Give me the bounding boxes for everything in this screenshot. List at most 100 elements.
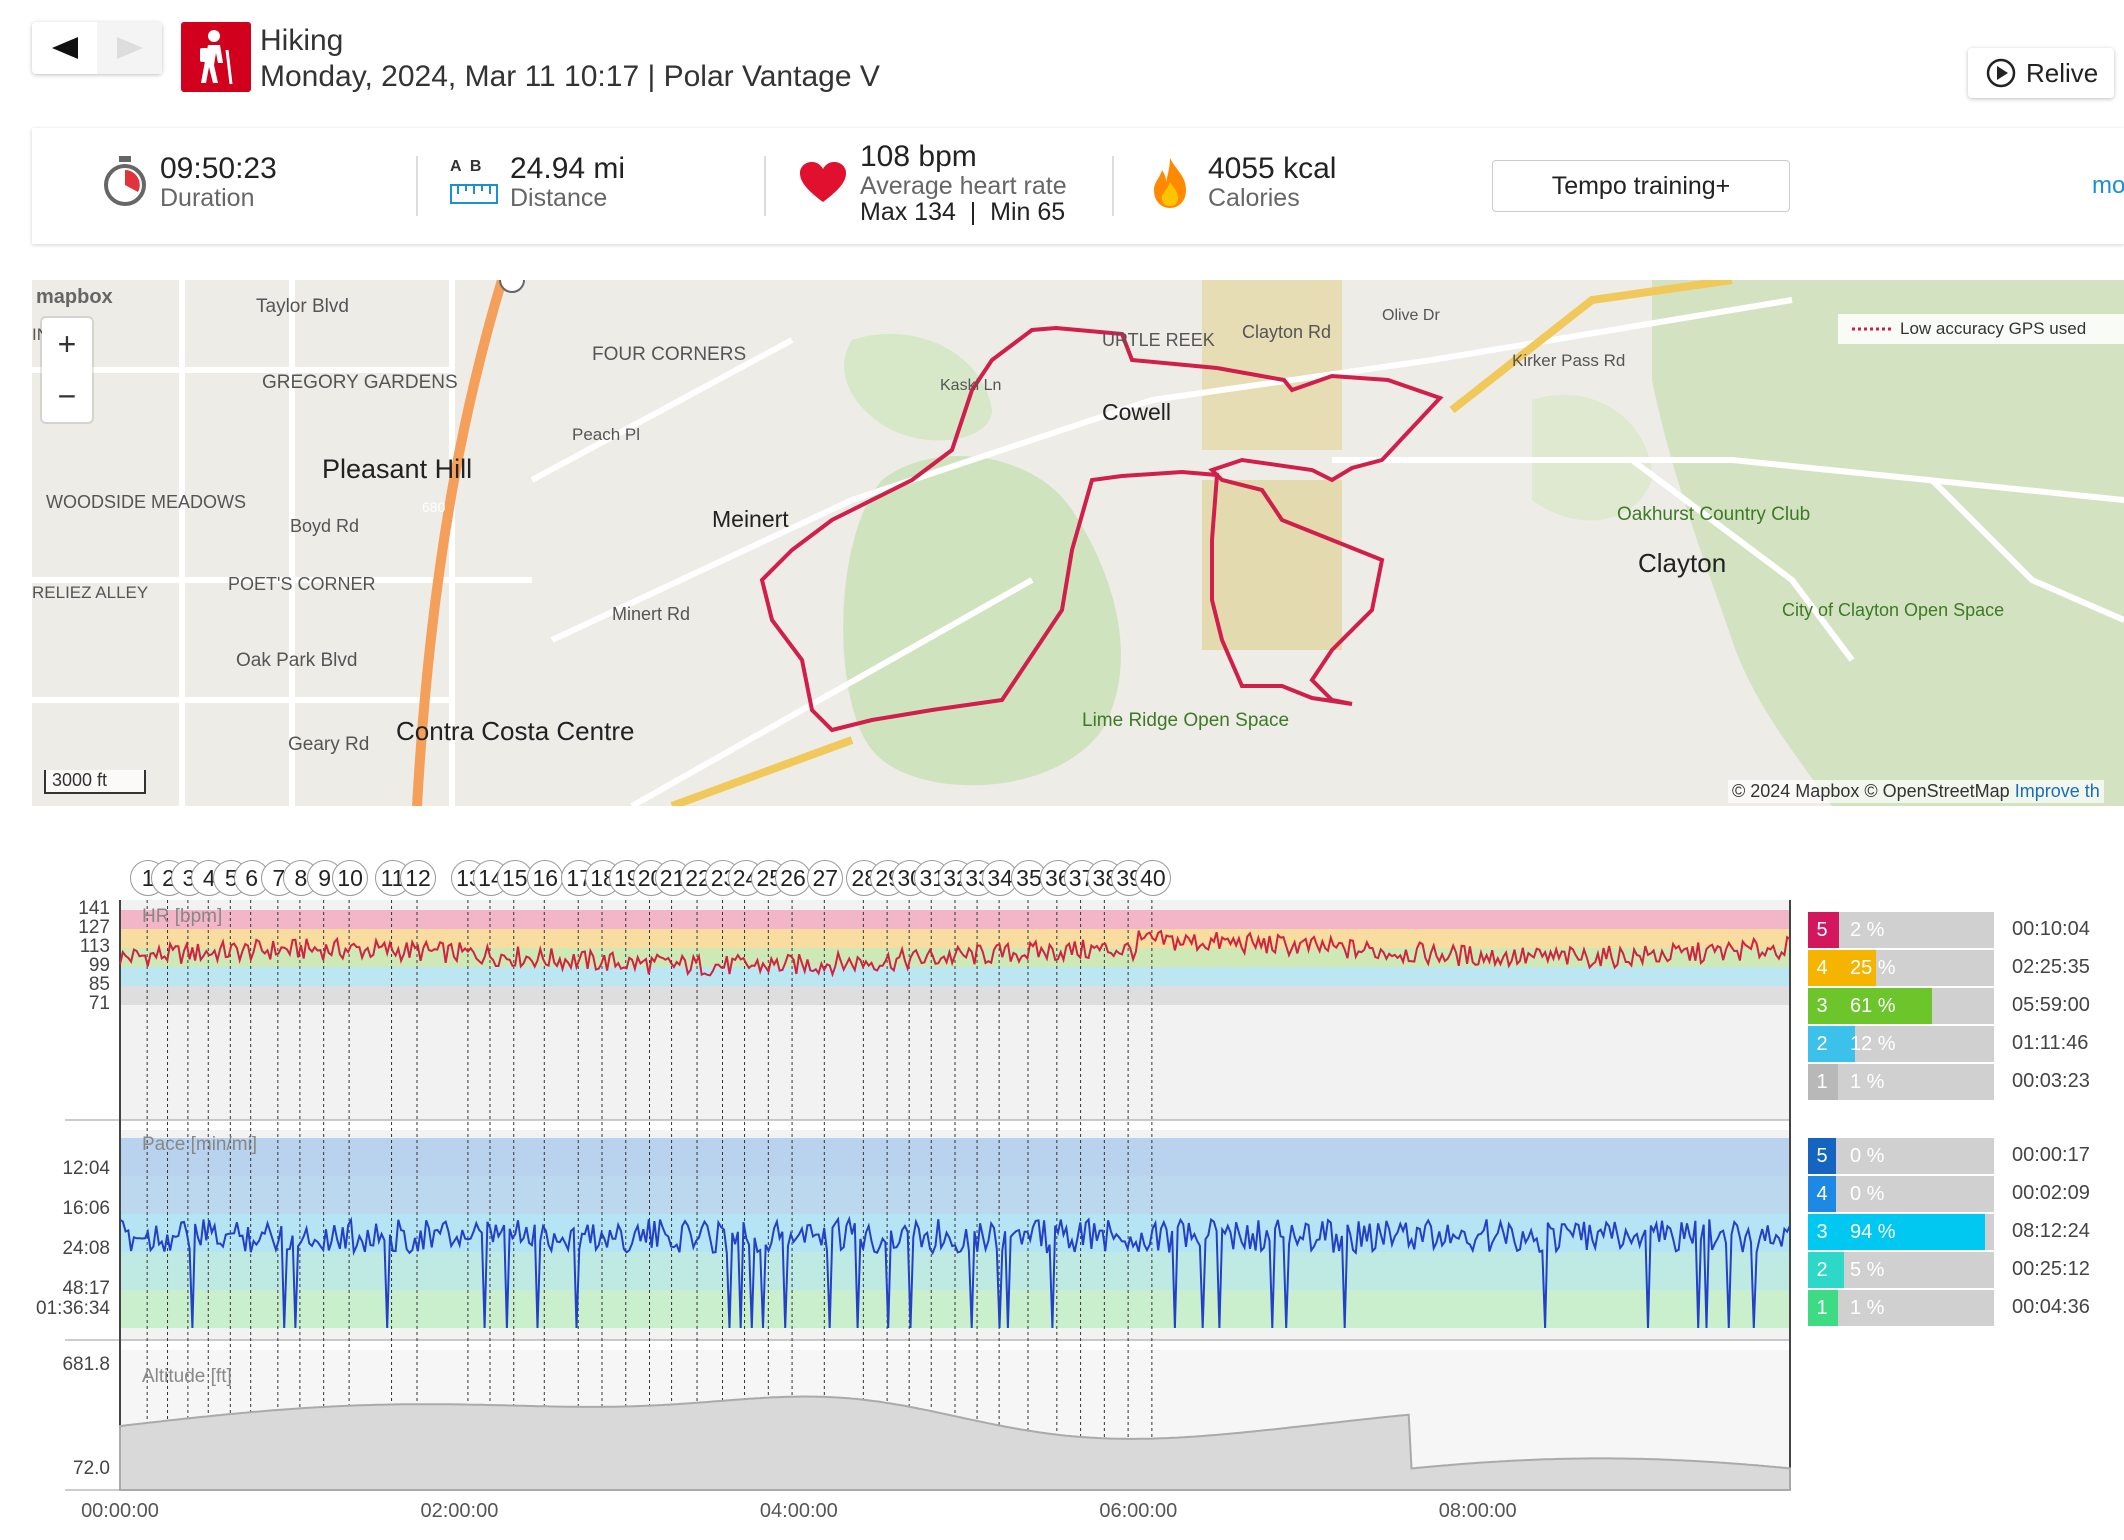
lap-marker[interactable]: 27 (807, 860, 844, 896)
lap-marker[interactable]: 12 (400, 860, 436, 896)
map-label: Minert Rd (612, 604, 690, 624)
zoom-out-button[interactable]: − (57, 377, 77, 414)
hr-zone-percent: 25 % (1850, 956, 1896, 979)
hr-zone-time: 05:59:00 (2012, 994, 2090, 1016)
heart-icon (800, 162, 846, 202)
hr-zone-number: 4 (1808, 950, 1836, 986)
lap-marker[interactable]: 40 (1134, 860, 1171, 896)
altitude-chart-title: Altitude [ft] (142, 1366, 232, 1387)
hr-zone-time: 00:10:04 (2012, 918, 2090, 940)
map-label: City of Clayton Open Space (1782, 600, 2004, 620)
hr-y-tick: 71 (88, 993, 110, 1014)
hr-zone-time: 01:11:46 (2012, 1032, 2089, 1054)
lap-marker[interactable]: 34 (982, 860, 1019, 896)
hr-zone-row: 1 1 % (1808, 1064, 1994, 1100)
zoom-in-button[interactable]: + (57, 325, 77, 362)
pace-zone-number: 2 (1808, 1252, 1836, 1288)
prev-next-nav (32, 22, 162, 74)
route-map[interactable]: Taylor Blvd GREGORY GARDENS Pleasant Hil… (32, 280, 2124, 806)
sport-name: Hiking (260, 24, 344, 57)
pace-zone-bar (1836, 1290, 1838, 1326)
map-label: Peach Pl (572, 425, 640, 444)
lap-marker[interactable]: 16 (527, 860, 564, 896)
pace-zone-row: 3 94 % (1808, 1214, 1994, 1250)
hr-zone-number: 2 (1808, 1026, 1836, 1062)
improve-map-link[interactable]: Improve th (2014, 781, 2100, 801)
map-canvas: Taylor Blvd GREGORY GARDENS Pleasant Hil… (32, 280, 2124, 806)
pace-zone-time: 00:00:17 (2012, 1144, 2090, 1166)
pace-series-line (119, 1215, 1791, 1329)
pace-zone-time: 00:25:12 (2012, 1258, 2090, 1280)
map-label: 680 (422, 499, 446, 515)
pace-zone-percent: 94 % (1850, 1220, 1896, 1243)
pace-zone-row: 1 1 % (1808, 1290, 1994, 1326)
relive-label: Relive (2026, 57, 2099, 88)
pace-zone-time: 08:12:24 (2012, 1220, 2090, 1242)
distance-ab-label: A B (450, 158, 482, 175)
session-subtitle: Monday, 2024, Mar 11 10:17 | Polar Vanta… (260, 60, 880, 93)
hr-zone-row: 2 12 % (1808, 1026, 1994, 1062)
time-tick: 00:00:00 (81, 1500, 159, 1522)
lap-marker[interactable]: 15 (496, 860, 533, 896)
pace-zone-row: 2 5 % (1808, 1252, 1994, 1288)
pace-zone-band (120, 1252, 1790, 1290)
lap-marker[interactable]: 10 (332, 860, 369, 896)
hr-chart-title: HR [bpm] (142, 906, 223, 927)
hr-label: Average heart rate (860, 172, 1067, 200)
lap-marker[interactable]: 26 (775, 860, 812, 896)
hr-zone-row: 5 2 % (1808, 912, 1994, 948)
hr-y-tick: 113 (79, 936, 110, 957)
calories-label: Calories (1208, 184, 1300, 212)
map-label: FOUR CORNERS (592, 344, 746, 365)
map-label: Cowell (1102, 399, 1171, 425)
previous-button[interactable] (32, 22, 97, 74)
pace-zone-number: 4 (1808, 1176, 1836, 1212)
map-label: Clayton (1638, 548, 1726, 578)
map-label: Oak Park Blvd (236, 650, 357, 671)
duration-value: 09:50:23 (160, 152, 277, 185)
zoom-control: + − (42, 318, 92, 422)
next-button[interactable] (97, 22, 162, 74)
time-tick: 04:00:00 (759, 1500, 838, 1522)
relive-button[interactable]: Relive (1968, 48, 2114, 98)
map-label: URTLE REEK (1102, 330, 1215, 350)
pace-zone-number: 1 (1808, 1290, 1836, 1326)
map-label: Kaski Ln (940, 377, 1001, 394)
hr-zone-bar (1836, 912, 1840, 948)
pace-zone-percent: 0 % (1850, 1182, 1885, 1205)
arrow-right-icon (116, 37, 143, 59)
time-tick: 02:00:00 (420, 1500, 499, 1522)
map-label: Boyd Rd (290, 516, 359, 536)
map-label: Oakhurst Country Club (1617, 504, 1810, 525)
pace-zone-bar (1836, 1214, 1985, 1250)
map-label: Meinert (712, 506, 789, 532)
hr-zone-row: 4 25 % (1808, 950, 1994, 986)
hr-zone-bar (1836, 1026, 1855, 1062)
hr-zone-band (120, 986, 1790, 1005)
map-label: Geary Rd (288, 734, 369, 755)
workout-charts[interactable] (0, 880, 1800, 1500)
hr-zone-percent: 61 % (1850, 994, 1896, 1017)
distance-label: Distance (510, 184, 608, 212)
time-tick: 06:00:00 (1099, 1500, 1178, 1522)
map-label: Taylor Blvd (256, 296, 349, 317)
pace-zone-percent: 5 % (1850, 1258, 1885, 1281)
hr-zone-percent: 1 % (1850, 1070, 1885, 1093)
pace-zone-number: 3 (1808, 1214, 1836, 1250)
hr-zone-bar (1836, 1064, 1838, 1100)
hr-zone-row: 3 61 % (1808, 988, 1994, 1024)
pace-zone-time: 00:04:36 (2012, 1296, 2090, 1318)
tempo-training-button[interactable]: Tempo training+ (1492, 160, 1790, 212)
altitude-y-tick: 72.0 (73, 1458, 110, 1479)
pace-zone-time: 00:02:09 (2012, 1182, 2090, 1204)
pace-zone-number: 5 (1808, 1138, 1836, 1174)
hr-zone-time: 02:25:35 (2012, 956, 2090, 978)
hr-zone-percent: 12 % (1850, 1032, 1896, 1055)
hr-zone-bar (1836, 988, 1933, 1024)
pace-chart-title: Pace [min/mi] (142, 1134, 258, 1155)
hr-zone-number: 3 (1808, 988, 1836, 1024)
arrow-left-icon (51, 37, 78, 59)
ruler-icon (450, 184, 498, 204)
more-link[interactable]: mo (2092, 172, 2124, 199)
map-label: Olive Dr (1382, 307, 1440, 324)
